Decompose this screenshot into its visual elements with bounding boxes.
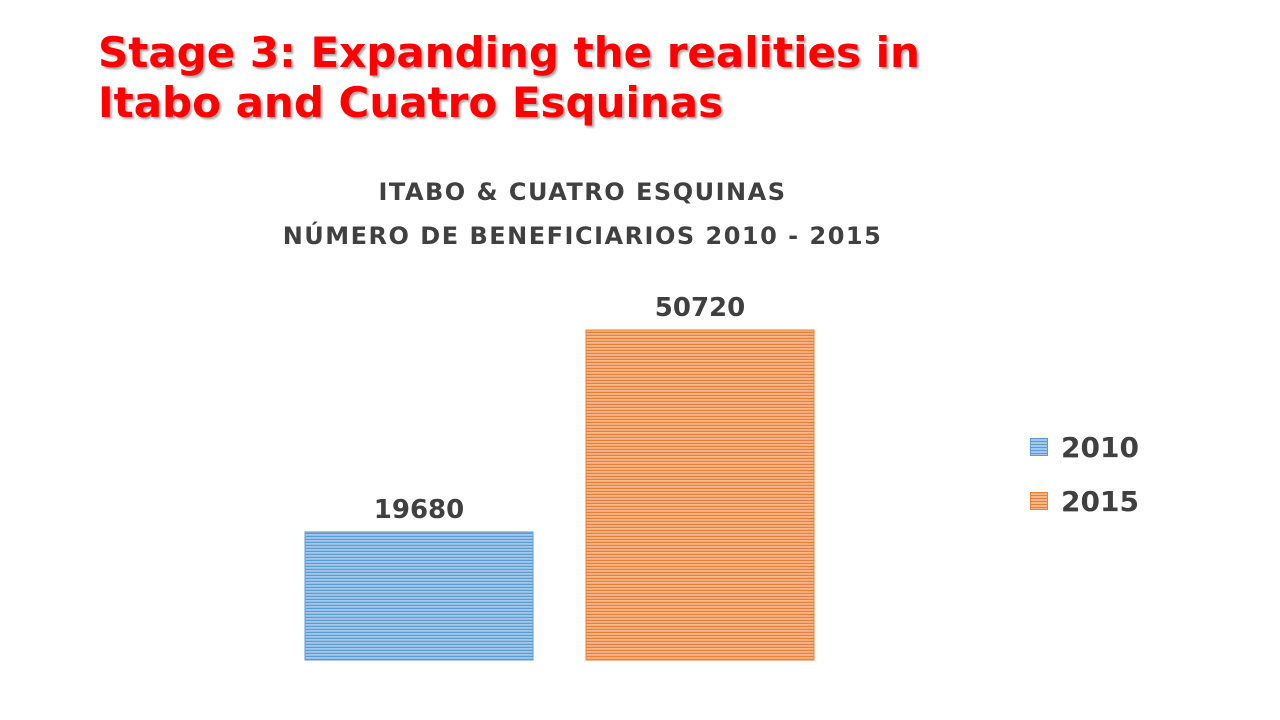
legend-item-2015: 2015 <box>1030 474 1230 528</box>
slide-title-line-1: Stage 3: Expanding the realities in <box>98 28 920 77</box>
legend-swatch-2010 <box>1030 438 1048 456</box>
legend-item-2010: 2010 <box>1030 420 1230 474</box>
chart-title-line-2: NÚMERO DE BENEFICIARIOS 2010 - 2015 <box>282 222 883 250</box>
legend-label-2010: 2010 <box>1061 430 1139 464</box>
bar-2015 <box>585 329 815 661</box>
chart-title: ITABO & CUATRO ESQUINAS NÚMERO DE BENEFI… <box>180 170 985 258</box>
legend-label-2015: 2015 <box>1061 484 1139 518</box>
bar-2010 <box>304 531 534 661</box>
chart-legend: 2010 2015 <box>1030 420 1230 528</box>
bars-layer: 19680 50720 <box>304 293 815 661</box>
chart-title-line-1: ITABO & CUATRO ESQUINAS <box>378 178 787 206</box>
data-label-2010: 19680 <box>374 495 464 525</box>
data-label-2015: 50720 <box>655 293 745 323</box>
legend-swatch-2015 <box>1030 492 1048 510</box>
slide-title-line-2: Itabo and Cuatro Esquinas <box>98 78 724 127</box>
slide-title: Stage 3: Expanding the realities in Itab… <box>98 28 1218 128</box>
